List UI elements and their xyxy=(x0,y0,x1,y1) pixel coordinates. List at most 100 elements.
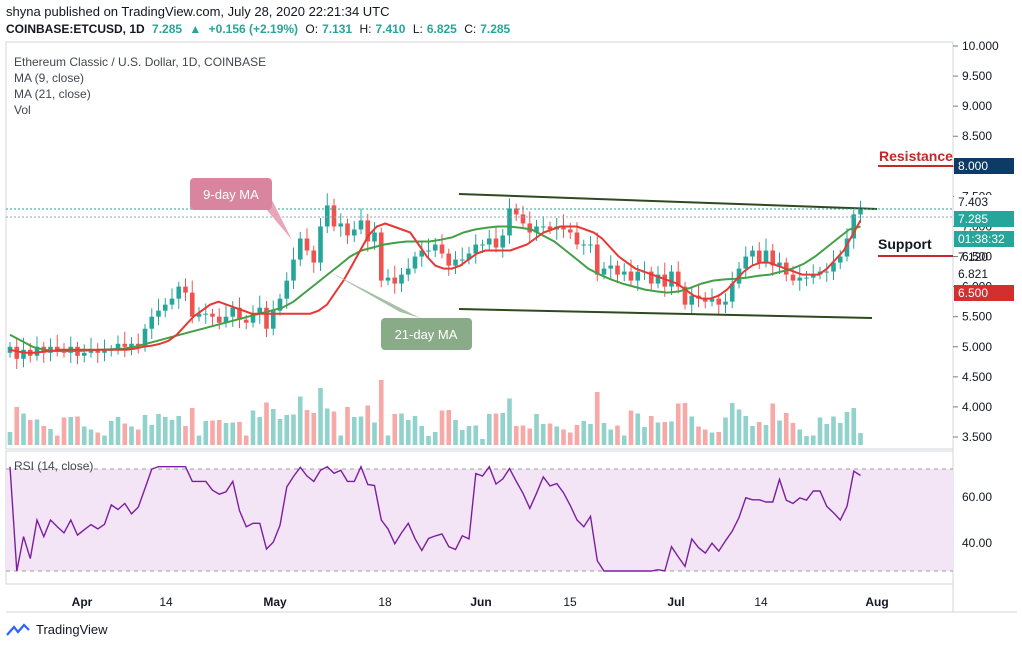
candle-body xyxy=(547,226,553,230)
candle-body xyxy=(216,316,222,323)
candle-body xyxy=(291,259,296,281)
volume-bar xyxy=(257,417,263,445)
volume-bar xyxy=(297,396,303,445)
volume-bar xyxy=(243,435,249,445)
candle-body xyxy=(102,349,107,353)
volume-bar xyxy=(797,429,803,445)
volume-bar xyxy=(135,429,141,445)
time-tick: 14 xyxy=(159,595,173,609)
candle-body xyxy=(257,307,263,314)
tag-7403: 7.403 xyxy=(958,195,988,209)
candle-body xyxy=(716,298,722,305)
price-tick: 9.500 xyxy=(962,69,992,83)
volume-bar xyxy=(750,426,755,445)
volume-bar xyxy=(466,426,472,445)
volume-bar xyxy=(743,416,749,445)
candle-body xyxy=(581,244,587,246)
volume-bar xyxy=(412,416,418,445)
volume-bar xyxy=(284,415,290,445)
volume-bar xyxy=(702,429,708,445)
candle-body xyxy=(480,244,485,246)
volume-bar xyxy=(547,423,553,445)
candle-body xyxy=(21,349,26,359)
ma21-line xyxy=(9,225,861,352)
volume-bar xyxy=(392,414,398,445)
candle-body xyxy=(250,313,256,323)
volume-bar xyxy=(108,421,114,445)
volume-bar xyxy=(824,424,830,445)
candle-body xyxy=(534,226,539,233)
volume-bar xyxy=(304,410,310,445)
candle-body xyxy=(142,328,148,347)
rsi-tick: 60.00 xyxy=(962,490,992,504)
ma9-line xyxy=(9,219,862,354)
candle-body xyxy=(34,346,40,356)
price-tick: 5.500 xyxy=(962,310,992,324)
candle-body xyxy=(419,250,425,257)
volume-bar xyxy=(837,423,843,445)
candle-body xyxy=(459,259,465,261)
close-label: C: xyxy=(464,22,477,36)
candle-body xyxy=(540,226,546,228)
candle-body xyxy=(189,292,195,317)
volume-bar xyxy=(810,435,816,445)
time-tick: Aug xyxy=(865,595,888,609)
candle-body xyxy=(446,253,452,266)
candle-body xyxy=(527,223,533,233)
candle-body xyxy=(345,223,350,236)
volume-bar xyxy=(534,414,539,445)
vol-legend[interactable]: Vol xyxy=(14,103,31,117)
volume-bar xyxy=(540,424,546,445)
candle-body xyxy=(122,343,128,347)
volume-bar xyxy=(777,420,782,445)
candle-body xyxy=(378,232,384,281)
volume-bar xyxy=(770,403,776,445)
volume-bar xyxy=(331,411,337,445)
candle-body xyxy=(365,220,371,242)
time-axis[interactable]: Apr 14 May 18 Jun 15 Jul 14 Aug xyxy=(72,595,889,609)
volume-bar xyxy=(345,407,350,445)
candle-body xyxy=(210,313,215,317)
volume-bar xyxy=(561,429,566,445)
volume-bar xyxy=(21,413,26,445)
volume-bar xyxy=(763,425,769,445)
footer-brand[interactable]: TradingView xyxy=(6,622,108,637)
candle-body xyxy=(601,268,607,275)
candle-body xyxy=(311,250,317,263)
symbol-name[interactable]: COINBASE:ETCUSD, 1D xyxy=(6,22,145,36)
volume-bar xyxy=(689,416,695,445)
candle-body xyxy=(277,298,283,311)
candle-body xyxy=(156,310,161,317)
candle-body xyxy=(372,232,377,242)
ma9-legend[interactable]: MA (9, close) xyxy=(14,71,85,85)
volume-bar xyxy=(196,435,202,445)
candle-body xyxy=(81,352,87,356)
candle-body xyxy=(655,274,661,284)
candle-body xyxy=(162,304,168,311)
volume-bar xyxy=(804,436,809,445)
brand-name: TradingView xyxy=(36,622,108,637)
volume-bar xyxy=(756,422,762,445)
candle-body xyxy=(284,280,290,299)
volume-bar xyxy=(729,403,735,445)
high-label: H: xyxy=(359,22,372,36)
time-tick: Apr xyxy=(72,595,93,609)
volume-bar xyxy=(7,432,13,445)
volume-bar xyxy=(223,423,229,445)
volume-bar xyxy=(581,421,587,445)
volume-bar xyxy=(162,417,168,445)
candle-body xyxy=(682,286,688,305)
countdown-tag: 01:38:32 xyxy=(958,232,1005,246)
ma21-legend[interactable]: MA (21, close) xyxy=(14,87,91,101)
low-value: 6.825 xyxy=(426,22,457,36)
volume-bar xyxy=(34,419,40,445)
volume-bar xyxy=(149,425,155,445)
candle-body xyxy=(763,250,769,263)
time-tick: Jun xyxy=(470,595,491,609)
time-tick: 18 xyxy=(378,595,392,609)
open-label: O: xyxy=(305,22,319,36)
rsi-legend[interactable]: RSI (14, close) xyxy=(14,459,94,473)
price-tick: 4.000 xyxy=(962,400,992,414)
candle-body xyxy=(675,271,681,287)
